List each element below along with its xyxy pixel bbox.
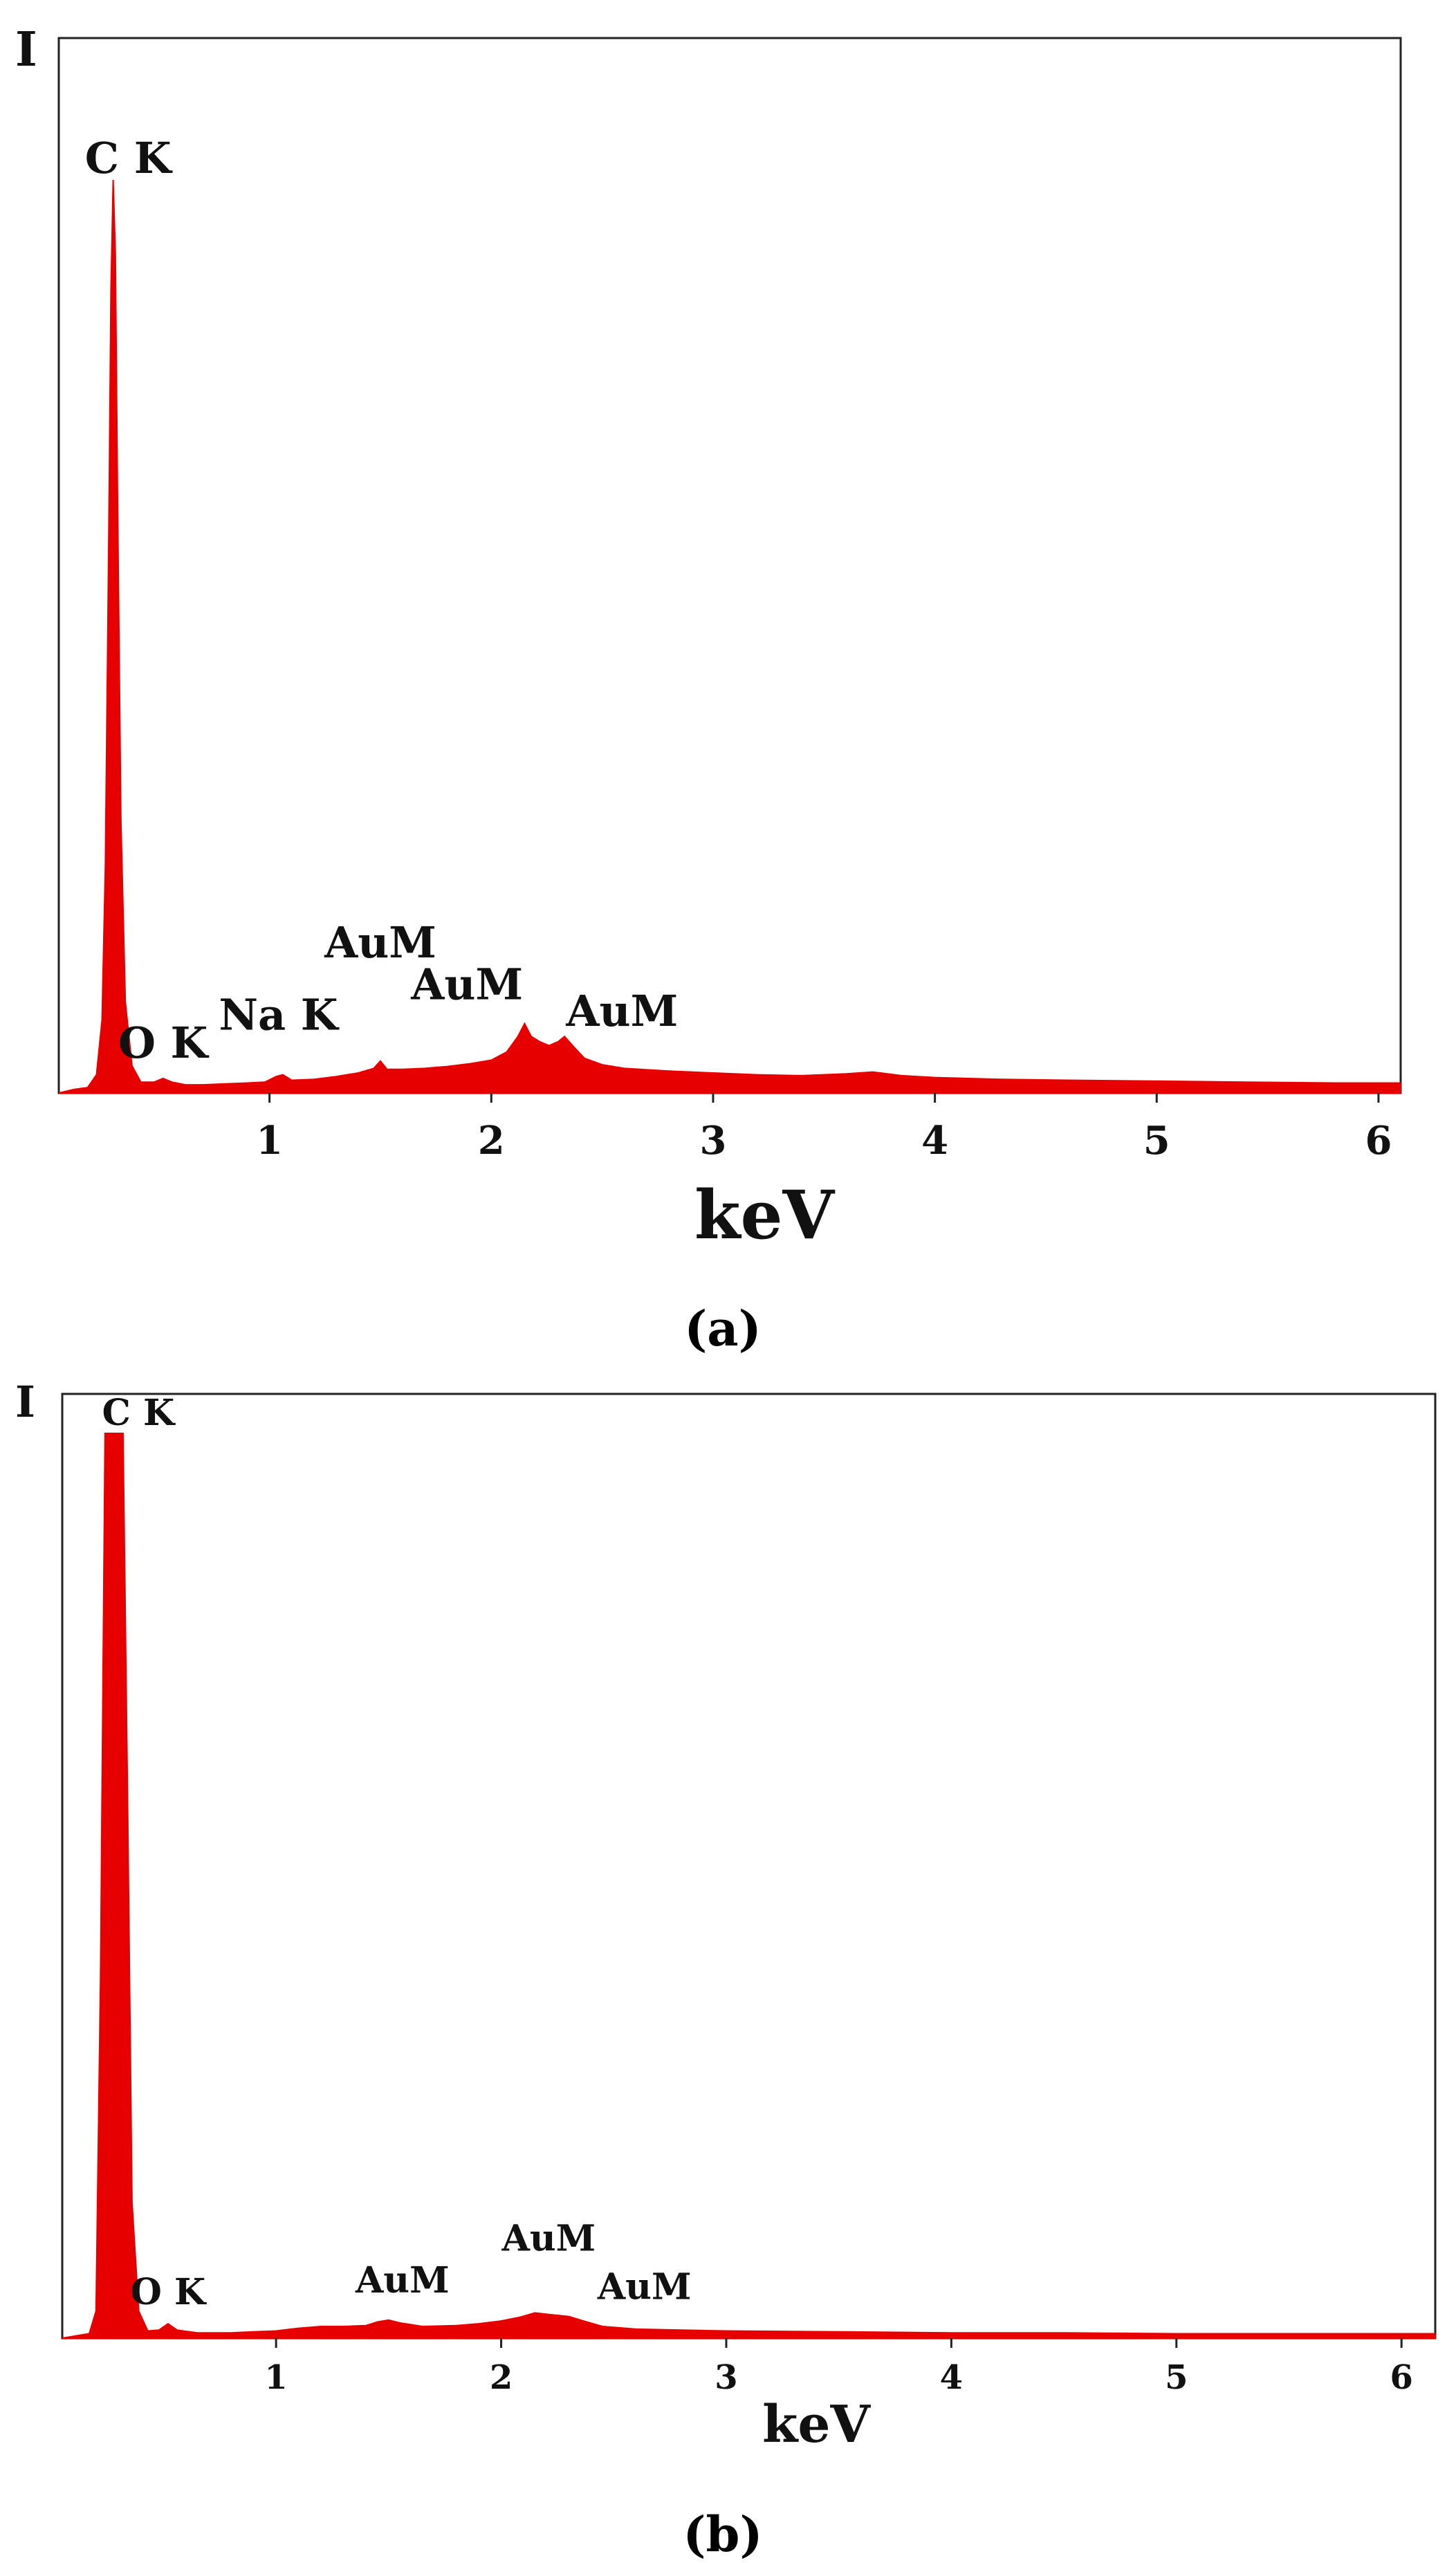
x-ticks-b: 1 2 3 4 5 6	[264, 2338, 1413, 2397]
plot-frame-b	[61, 1393, 1437, 2340]
x-axis-label-a: keV	[694, 1176, 836, 1254]
peak-label: AuM	[324, 917, 436, 968]
peak-label: O K	[118, 1018, 210, 1068]
peak-label: AuM	[410, 959, 523, 1010]
x-tick-label: 2	[478, 1118, 505, 1164]
peak-label: C K	[102, 1392, 175, 1434]
peak-label: AuM	[501, 2217, 596, 2259]
spectrum-area-a	[58, 179, 1401, 1094]
x-tick-label: 4	[921, 1118, 948, 1164]
x-tick-label: 5	[1143, 1118, 1170, 1164]
x-ticks-a: 1 2 3 4 5 6	[256, 1093, 1392, 1164]
peak-label: Na K	[219, 990, 339, 1040]
x-tick-label: 3	[715, 2358, 737, 2397]
x-tick-label: 6	[1365, 1118, 1392, 1164]
x-tick-label: 3	[699, 1118, 726, 1164]
x-tick-label: 1	[256, 1118, 283, 1164]
panel-label-b: (b)	[683, 2506, 762, 2563]
peak-label: C K	[85, 133, 173, 183]
x-tick-label: 5	[1165, 2358, 1188, 2397]
x-axis-label-b: keV	[762, 2395, 871, 2454]
x-tick-label: 2	[490, 2358, 513, 2397]
peak-label: AuM	[565, 986, 678, 1036]
y-axis-label-a: I	[15, 22, 37, 77]
x-tick-label: 6	[1390, 2358, 1412, 2397]
spectrum-area-b	[62, 1433, 1436, 2339]
x-tick-label: 1	[264, 2358, 287, 2397]
panel-label-a: (a)	[684, 1300, 762, 1357]
peak-label: AuM	[597, 2266, 692, 2308]
plot-frame-a	[57, 37, 1402, 1094]
x-tick-label: 4	[940, 2358, 963, 2397]
y-axis-label-b: I	[15, 1377, 35, 1427]
peak-label: O K	[131, 2271, 207, 2313]
peak-label: AuM	[355, 2259, 450, 2302]
